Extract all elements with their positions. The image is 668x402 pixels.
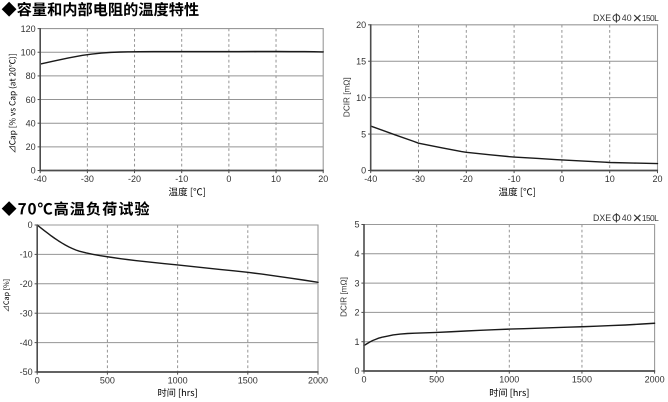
- svg-text:-30: -30: [412, 174, 425, 184]
- svg-text:150L: 150L: [642, 13, 659, 23]
- svg-text:DXE: DXE: [593, 213, 611, 223]
- svg-text:150L: 150L: [642, 213, 659, 223]
- svg-text:500: 500: [100, 376, 115, 386]
- svg-text:10: 10: [356, 93, 366, 103]
- svg-text:120: 120: [21, 24, 36, 34]
- svg-text:3: 3: [354, 278, 359, 288]
- svg-text:0: 0: [559, 174, 564, 184]
- svg-text:0: 0: [226, 174, 231, 184]
- svg-text:2: 2: [354, 308, 359, 318]
- svg-text:15: 15: [356, 56, 366, 66]
- svg-text:10: 10: [271, 174, 281, 184]
- svg-text:-10: -10: [175, 174, 188, 184]
- svg-text:0: 0: [28, 220, 33, 230]
- svg-text:500: 500: [429, 375, 444, 385]
- svg-text:20: 20: [356, 20, 366, 30]
- svg-text:2000: 2000: [645, 375, 665, 385]
- svg-text:-30: -30: [81, 174, 94, 184]
- svg-text:20: 20: [652, 174, 662, 184]
- svg-text:40: 40: [26, 118, 36, 128]
- svg-text:-20: -20: [128, 174, 141, 184]
- svg-text:5: 5: [361, 129, 366, 139]
- svg-text:0: 0: [31, 166, 36, 176]
- svg-text:0: 0: [361, 166, 366, 176]
- svg-text:-40: -40: [34, 174, 47, 184]
- svg-text:-10: -10: [508, 174, 521, 184]
- svg-text:0: 0: [35, 376, 40, 386]
- svg-text:40: 40: [622, 213, 632, 223]
- svg-text:-10: -10: [20, 250, 33, 260]
- svg-text:0: 0: [354, 366, 359, 376]
- svg-text:DCIR [mΩ]: DCIR [mΩ]: [343, 77, 352, 117]
- svg-text:10: 10: [605, 174, 615, 184]
- svg-text:0: 0: [361, 375, 366, 385]
- svg-text:20: 20: [26, 142, 36, 152]
- svg-text:-30: -30: [20, 308, 33, 318]
- svg-text:1500: 1500: [238, 376, 258, 386]
- svg-text:20: 20: [318, 174, 328, 184]
- svg-text:60: 60: [26, 95, 36, 105]
- svg-text:1500: 1500: [572, 375, 592, 385]
- svg-text:-40: -40: [20, 338, 33, 348]
- svg-text:80: 80: [26, 71, 36, 81]
- svg-text:-40: -40: [364, 174, 377, 184]
- svg-text:DCIR [mΩ]: DCIR [mΩ]: [340, 277, 349, 317]
- svg-text:1000: 1000: [499, 375, 519, 385]
- svg-text:1000: 1000: [168, 376, 188, 386]
- svg-text:-20: -20: [460, 174, 473, 184]
- svg-text:5: 5: [354, 220, 359, 230]
- svg-text:-50: -50: [20, 367, 33, 377]
- svg-text:4: 4: [354, 249, 359, 259]
- svg-text:-20: -20: [20, 279, 33, 289]
- svg-text:40: 40: [622, 13, 632, 23]
- svg-text:1: 1: [354, 337, 359, 347]
- svg-text:2000: 2000: [308, 376, 328, 386]
- svg-text:100: 100: [21, 47, 36, 57]
- svg-text:DXE: DXE: [593, 13, 611, 23]
